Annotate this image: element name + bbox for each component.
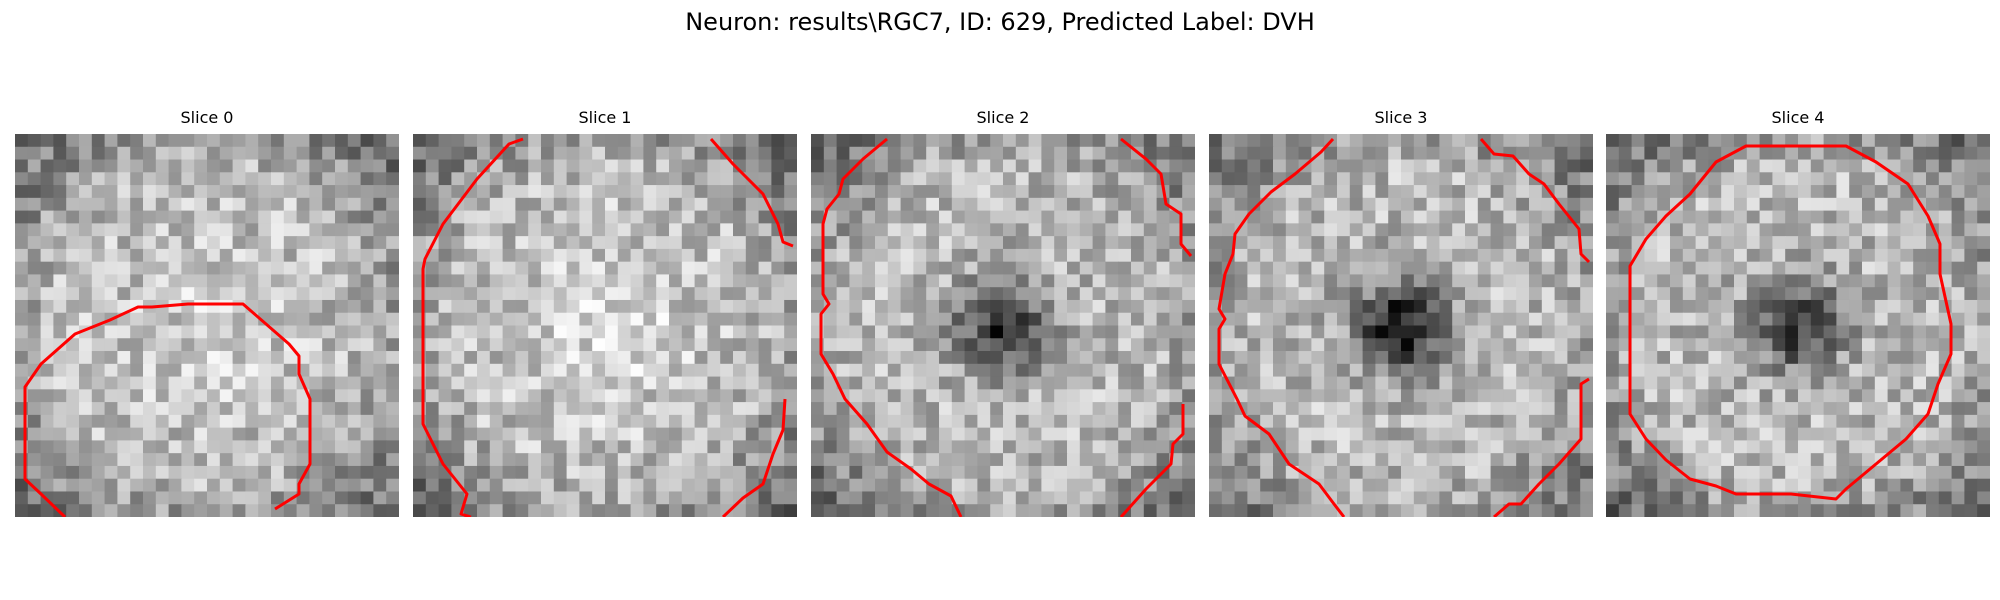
slice-panel-2: Slice 2 [811, 108, 1195, 517]
slice-panel-0: Slice 0 [15, 108, 399, 517]
slice-title: Slice 4 [1771, 108, 1825, 127]
figure-title: Neuron: results\RGC7, ID: 629, Predicted… [685, 8, 1315, 36]
slice-title: Slice 0 [180, 108, 234, 127]
slice-panel-3: Slice 3 [1209, 108, 1593, 517]
slice-image [1606, 134, 1990, 517]
slice-image [1209, 134, 1593, 517]
slice-panel-1: Slice 1 [413, 108, 797, 517]
slice-image [811, 134, 1195, 517]
slice-title: Slice 3 [1374, 108, 1428, 127]
slice-title: Slice 2 [976, 108, 1030, 127]
slice-image [15, 134, 399, 517]
slice-image [413, 134, 797, 517]
slice-panel-4: Slice 4 [1606, 108, 1990, 517]
slice-title: Slice 1 [578, 108, 632, 127]
